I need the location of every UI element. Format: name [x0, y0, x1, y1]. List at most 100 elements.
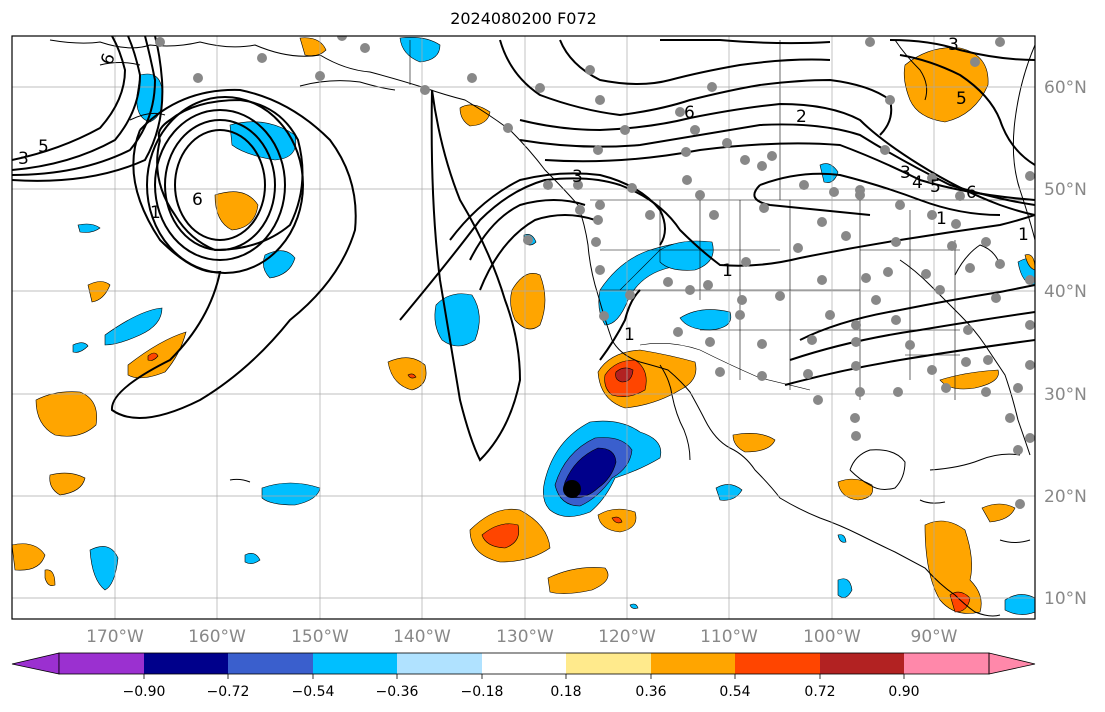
- anomaly-cyan: [629, 603, 639, 609]
- anomaly-cyan: [263, 250, 296, 279]
- lat-label: 10°N: [1044, 589, 1087, 609]
- contours: [12, 36, 1035, 462]
- contour-label: 1: [722, 261, 733, 281]
- lon-label: 90°W: [911, 627, 958, 647]
- contour-label: 5: [930, 177, 941, 197]
- contour-label: 3: [18, 149, 29, 169]
- anomaly-cyan: [244, 553, 261, 564]
- lat-label: 20°N: [1044, 487, 1087, 507]
- anomaly-red: [611, 516, 623, 524]
- anomaly-orange: [387, 357, 427, 391]
- anomaly-cyan: [679, 309, 732, 331]
- colorbar-segment: [904, 653, 989, 674]
- colorbar-tick: 0.54: [719, 684, 750, 700]
- anomaly-orange: [939, 369, 999, 390]
- lon-label: 100°W: [803, 627, 861, 647]
- anomaly-cyan: [104, 307, 163, 346]
- anomaly-orange: [732, 433, 776, 453]
- colorbar-segment: [313, 653, 397, 674]
- colorbar-segment: [59, 653, 144, 674]
- colorbar-segment: [651, 653, 735, 674]
- anomaly-cyan: [72, 342, 89, 353]
- lon-label: 150°W: [291, 627, 349, 647]
- anomaly-cyan: [434, 293, 480, 347]
- anomaly-orange: [49, 472, 86, 496]
- longitude-labels: 170°W 160°W 150°W 140°W 130°W 120°W 110°…: [86, 627, 958, 647]
- anomaly-darkred: [615, 367, 634, 383]
- lon-label: 110°W: [700, 627, 758, 647]
- anomaly-orange: [12, 543, 46, 571]
- colorbar-segment: [144, 653, 228, 674]
- contour-label: 4: [912, 173, 923, 193]
- contour-label: 1: [1018, 225, 1029, 245]
- contour-labels: 6 5 3 1 6 3 1 1 6 2 3 4 5 6 1 1 3 5: [18, 35, 1029, 345]
- contour-label: 3: [900, 163, 911, 183]
- colorbar-segment: [228, 653, 313, 674]
- contour-label: 1: [150, 203, 161, 223]
- lat-label: 50°N: [1044, 180, 1087, 200]
- colorbar-segment: [820, 653, 904, 674]
- anomaly-cyan: [1004, 594, 1035, 615]
- contour-label: 3: [948, 35, 959, 55]
- contour-label: 5: [38, 137, 49, 157]
- anomaly-cyan: [261, 482, 321, 506]
- colorbar-tick: 0.72: [804, 684, 835, 700]
- lon-label: 170°W: [86, 627, 144, 647]
- colorbar-tick: −0.54: [292, 684, 335, 700]
- anomaly-orange: [35, 391, 97, 437]
- colorbar-tick: 0.36: [635, 684, 666, 700]
- coastlines: [49, 39, 1035, 617]
- map-frame: [11, 35, 1036, 620]
- contour-label: 1: [624, 325, 635, 345]
- contour-label: 6: [192, 190, 203, 210]
- anomaly-orange: [44, 569, 56, 586]
- colorbar-tick: −0.72: [207, 684, 250, 700]
- map-title: 2024080200 F072: [450, 9, 597, 28]
- lon-label: 130°W: [496, 627, 554, 647]
- anomaly-cyan: [77, 223, 101, 233]
- lon-label: 120°W: [598, 627, 656, 647]
- colorbar-tick: 0.90: [888, 684, 919, 700]
- colorbar-tick: −0.18: [461, 684, 504, 700]
- anomaly-orange: [547, 567, 609, 594]
- colorbar-segment: [482, 653, 566, 674]
- lat-label: 40°N: [1044, 282, 1087, 302]
- storm-marker: [563, 480, 581, 498]
- colorbar-tick: −0.36: [376, 684, 419, 700]
- colorbar-tick: −0.90: [123, 684, 166, 700]
- anomaly-cyan: [229, 121, 297, 161]
- colorbar-tick: 0.18: [550, 684, 581, 700]
- station-dots: [155, 36, 1035, 509]
- contour-label: 5: [956, 89, 967, 109]
- anomaly-orange: [837, 478, 873, 501]
- anomaly-orange: [87, 281, 111, 303]
- anomaly-orange: [1024, 254, 1035, 271]
- colorbar: −0.90 −0.72 −0.54 −0.36 −0.18 0.18 0.36 …: [11, 652, 1036, 700]
- anomaly-cyan: [837, 534, 847, 543]
- anomaly-red: [147, 352, 159, 361]
- lat-label: 60°N: [1044, 78, 1087, 98]
- contour-label: 6: [966, 183, 977, 203]
- colorbar-segment: [735, 653, 820, 674]
- map-area: 6 5 3 1 6 3 1 1 6 2 3 4 5 6 1 1 3 5: [12, 35, 1035, 619]
- anomaly-orange: [924, 520, 982, 614]
- anomaly-orange: [981, 503, 1016, 523]
- colorbar-segment: [566, 653, 651, 674]
- contour-label: 2: [796, 107, 807, 127]
- lon-label: 140°W: [393, 627, 451, 647]
- lat-label: 30°N: [1044, 385, 1087, 405]
- colorbar-extend-low: [11, 652, 60, 675]
- anomaly-cyan: [89, 546, 119, 591]
- contour-label: 1: [936, 209, 947, 229]
- contour-label: 6: [684, 103, 695, 123]
- anomaly-orange: [214, 191, 259, 231]
- colorbar-segment: [397, 653, 482, 674]
- anomaly-cyan: [837, 578, 853, 598]
- anomaly-red: [407, 373, 417, 379]
- contour-label: 3: [572, 167, 583, 187]
- anomaly-red: [481, 523, 519, 549]
- anomaly-orange: [510, 273, 546, 330]
- colorbar-extend-high: [988, 652, 1036, 675]
- lon-label: 160°W: [188, 627, 246, 647]
